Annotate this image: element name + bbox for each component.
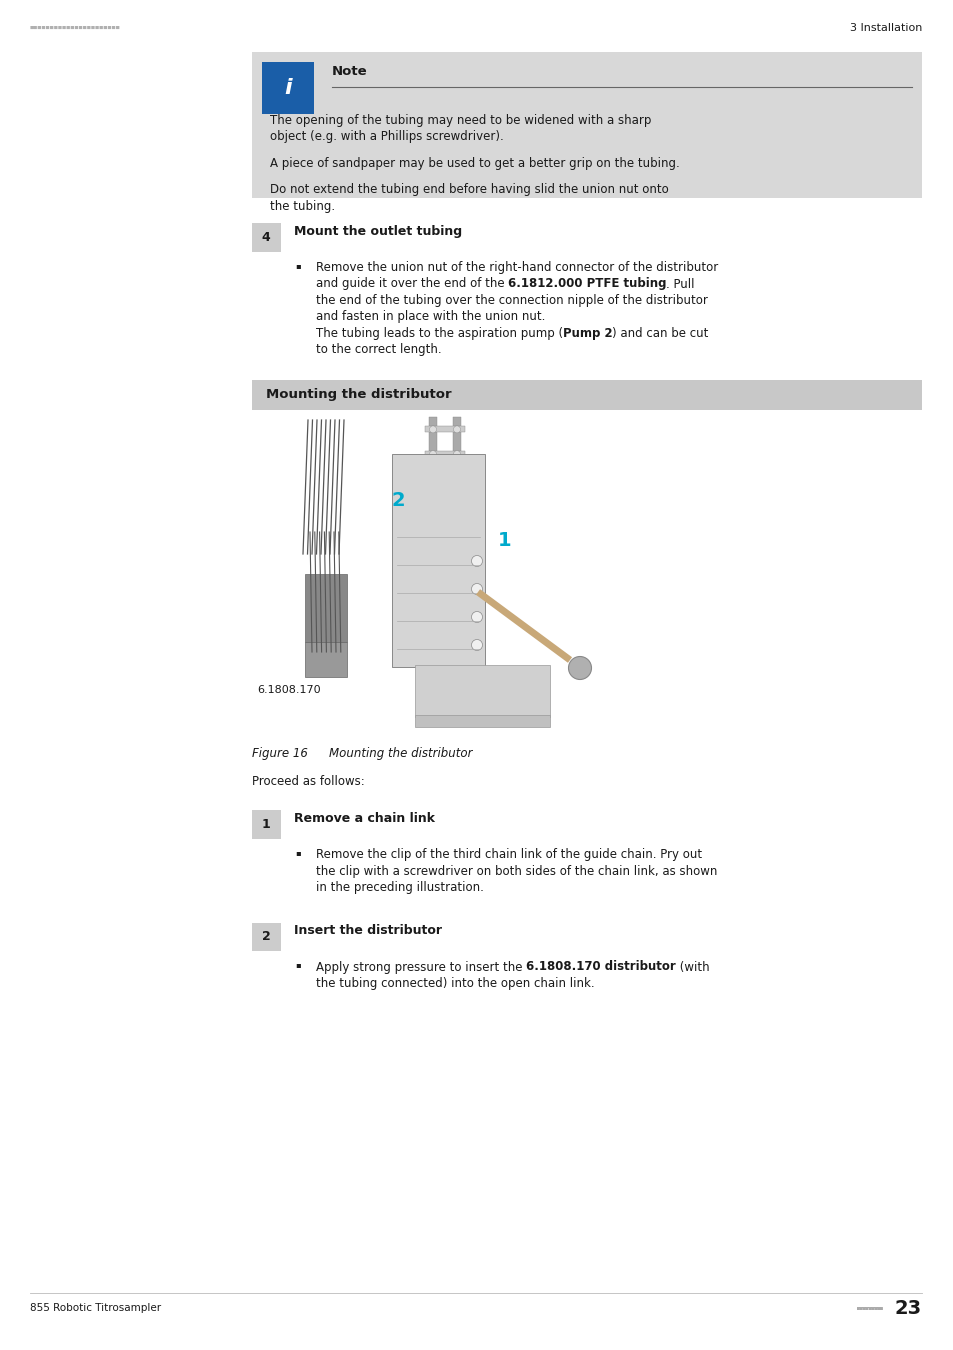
Bar xyxy=(305,643,347,676)
Text: Mount the outlet tubing: Mount the outlet tubing xyxy=(294,225,461,238)
Bar xyxy=(252,53,921,198)
Text: The tubing leads to the aspiration pump (: The tubing leads to the aspiration pump … xyxy=(315,327,562,340)
Circle shape xyxy=(429,475,436,482)
Text: 1: 1 xyxy=(262,818,271,830)
Text: 3 Installation: 3 Installation xyxy=(849,23,921,32)
Bar xyxy=(424,599,464,606)
Circle shape xyxy=(453,475,460,482)
Bar xyxy=(424,501,464,506)
Circle shape xyxy=(453,525,460,532)
Bar xyxy=(424,575,464,580)
Text: ■■■■■■■■■■■■■■■■■■■■■■: ■■■■■■■■■■■■■■■■■■■■■■ xyxy=(30,26,121,30)
Text: the tubing.: the tubing. xyxy=(270,200,335,213)
Bar xyxy=(252,922,280,950)
Circle shape xyxy=(429,599,436,606)
Circle shape xyxy=(453,500,460,508)
Text: 2: 2 xyxy=(391,490,404,509)
Circle shape xyxy=(453,549,460,556)
Circle shape xyxy=(429,425,436,433)
Circle shape xyxy=(568,656,591,679)
Text: the tubing connected) into the open chain link.: the tubing connected) into the open chai… xyxy=(315,977,594,990)
Text: 23: 23 xyxy=(894,1299,921,1318)
Text: ) and can be cut: ) and can be cut xyxy=(612,327,708,340)
Circle shape xyxy=(429,674,436,680)
Text: ■■■■■■■■■: ■■■■■■■■■ xyxy=(856,1305,882,1311)
Text: Remove the union nut of the right-hand connector of the distributor: Remove the union nut of the right-hand c… xyxy=(315,261,717,274)
Text: Mounting the distributor: Mounting the distributor xyxy=(314,747,472,760)
Text: Do not extend the tubing end before having slid the union nut onto: Do not extend the tubing end before havi… xyxy=(270,184,668,197)
Circle shape xyxy=(453,624,460,630)
Text: 6.1808.170: 6.1808.170 xyxy=(256,684,320,695)
Text: ▪: ▪ xyxy=(295,848,301,857)
Text: Mounting the distributor: Mounting the distributor xyxy=(266,389,451,401)
Text: ▪: ▪ xyxy=(295,960,301,969)
Bar xyxy=(262,62,314,113)
Text: (with: (with xyxy=(675,960,708,973)
Text: Figure 16: Figure 16 xyxy=(252,747,308,760)
Circle shape xyxy=(429,451,436,458)
Circle shape xyxy=(453,674,460,680)
Bar xyxy=(453,417,460,676)
Bar xyxy=(392,454,484,667)
Circle shape xyxy=(429,500,436,508)
Circle shape xyxy=(471,583,482,594)
Bar xyxy=(252,810,280,838)
Text: 6.1808.170 distributor: 6.1808.170 distributor xyxy=(525,960,675,973)
Bar xyxy=(424,525,464,532)
Bar xyxy=(424,649,464,655)
Bar xyxy=(252,379,921,409)
Circle shape xyxy=(429,649,436,656)
Text: 2: 2 xyxy=(262,930,271,944)
Text: Remove the clip of the third chain link of the guide chain. Pry out: Remove the clip of the third chain link … xyxy=(315,848,700,861)
Bar xyxy=(424,625,464,630)
Bar xyxy=(429,417,436,676)
Bar xyxy=(252,223,280,251)
Text: A piece of sandpaper may be used to get a better grip on the tubing.: A piece of sandpaper may be used to get … xyxy=(270,157,679,170)
Text: the clip with a screwdriver on both sides of the chain link, as shown: the clip with a screwdriver on both side… xyxy=(315,864,716,878)
Text: and fasten in place with the union nut.: and fasten in place with the union nut. xyxy=(315,310,544,324)
Text: i: i xyxy=(284,78,292,99)
Text: . Pull: . Pull xyxy=(666,278,694,290)
Circle shape xyxy=(429,575,436,582)
Bar xyxy=(415,716,550,728)
Text: The opening of the tubing may need to be widened with a sharp: The opening of the tubing may need to be… xyxy=(270,113,651,127)
Text: Apply strong pressure to insert the: Apply strong pressure to insert the xyxy=(315,960,525,973)
Bar xyxy=(424,551,464,556)
Text: Pump 2: Pump 2 xyxy=(562,327,612,340)
Text: to the correct length.: to the correct length. xyxy=(315,343,440,356)
Text: object (e.g. with a Phillips screwdriver).: object (e.g. with a Phillips screwdriver… xyxy=(270,131,503,143)
Text: ▪: ▪ xyxy=(295,261,301,270)
Bar xyxy=(424,451,464,458)
Text: 1: 1 xyxy=(497,531,511,549)
Circle shape xyxy=(453,425,460,433)
Text: 6.1812.000 PTFE tubing: 6.1812.000 PTFE tubing xyxy=(507,278,666,290)
Circle shape xyxy=(453,575,460,582)
Bar xyxy=(424,427,464,432)
Circle shape xyxy=(429,624,436,630)
Circle shape xyxy=(453,649,460,656)
Circle shape xyxy=(453,451,460,458)
Bar xyxy=(415,666,550,717)
Circle shape xyxy=(471,555,482,567)
Bar xyxy=(305,574,347,643)
Bar xyxy=(424,674,464,680)
Text: Insert the distributor: Insert the distributor xyxy=(294,925,441,937)
Circle shape xyxy=(429,549,436,556)
Circle shape xyxy=(471,612,482,622)
Circle shape xyxy=(429,525,436,532)
Text: 4: 4 xyxy=(262,231,271,244)
Text: Note: Note xyxy=(332,65,367,78)
Text: and guide it over the end of the: and guide it over the end of the xyxy=(315,278,507,290)
Bar xyxy=(424,477,464,482)
Circle shape xyxy=(471,640,482,651)
Circle shape xyxy=(453,599,460,606)
Text: the end of the tubing over the connection nipple of the distributor: the end of the tubing over the connectio… xyxy=(315,294,706,306)
Text: Proceed as follows:: Proceed as follows: xyxy=(252,775,364,788)
Text: 855 Robotic Titrosampler: 855 Robotic Titrosampler xyxy=(30,1303,161,1314)
Text: in the preceding illustration.: in the preceding illustration. xyxy=(315,882,483,894)
Text: Remove a chain link: Remove a chain link xyxy=(294,811,434,825)
